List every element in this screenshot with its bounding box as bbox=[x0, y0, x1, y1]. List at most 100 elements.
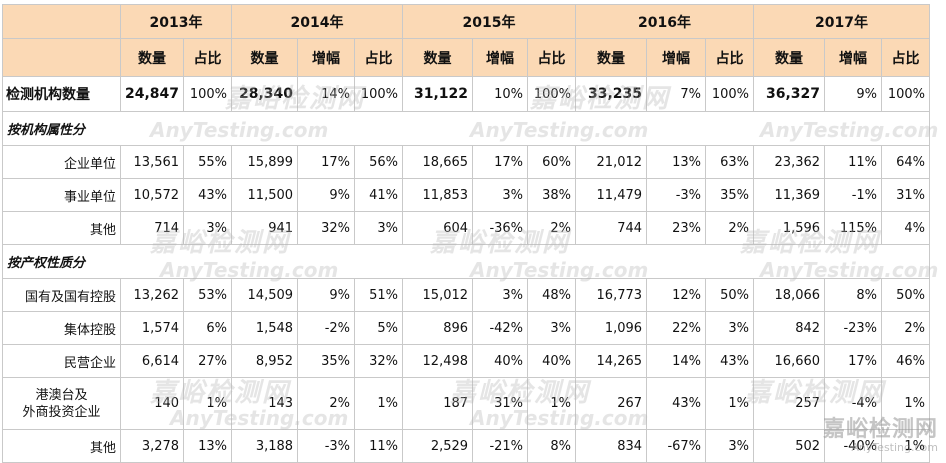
corner-cell bbox=[2, 4, 121, 39]
ratio-cell: 3% bbox=[527, 311, 577, 345]
count-cell: 28,340 bbox=[231, 76, 299, 112]
count-cell: 11,500 bbox=[231, 178, 299, 212]
ratio-cell: 4% bbox=[881, 211, 931, 245]
growth-cell: 9% bbox=[297, 178, 356, 212]
count-cell: 14,509 bbox=[231, 278, 299, 312]
ratio-cell: 3% bbox=[705, 429, 755, 463]
growth-cell: 14% bbox=[297, 76, 356, 112]
table-row: 其他 3,278 13% 3,188 -3% 11% 2,529 -21% 8% 834 -67% 3… bbox=[2, 429, 931, 463]
ratio-cell: 56% bbox=[354, 145, 404, 179]
row-label: 检测机构数量 bbox=[2, 76, 121, 112]
col-header-growth: 增幅 bbox=[297, 38, 356, 77]
count-cell: 257 bbox=[753, 377, 826, 430]
growth-cell: 8% bbox=[824, 278, 883, 312]
count-cell: 18,665 bbox=[402, 145, 474, 179]
ratio-cell: 5% bbox=[354, 311, 404, 345]
ratio-cell: 2% bbox=[881, 311, 931, 345]
col-header-growth: 增幅 bbox=[472, 38, 529, 77]
row-label: 事业单位 bbox=[2, 178, 121, 212]
growth-cell: 3% bbox=[472, 178, 529, 212]
row-label: 国有及国有控股 bbox=[2, 278, 121, 312]
count-cell: 2,529 bbox=[402, 429, 474, 463]
growth-cell: 17% bbox=[472, 145, 529, 179]
row-label: 港澳台及 外商投资企业 bbox=[2, 377, 121, 430]
growth-cell: -1% bbox=[824, 178, 883, 212]
col-header-growth: 增幅 bbox=[646, 38, 707, 77]
col-header-count: 数量 bbox=[753, 38, 826, 77]
growth-cell: 40% bbox=[472, 344, 529, 378]
count-cell: 834 bbox=[575, 429, 648, 463]
count-cell: 140 bbox=[119, 377, 185, 430]
row-label-line: 外商投资企业 bbox=[22, 404, 101, 420]
count-cell: 14,265 bbox=[575, 344, 648, 378]
ratio-cell: 27% bbox=[183, 344, 233, 378]
metric-header-row: 数量 占比 数量 增幅 占比 数量 增幅 占比 数量 增幅 占比 数量 增幅 占… bbox=[2, 38, 931, 77]
growth-cell: 23% bbox=[646, 211, 707, 245]
section-header-row: 按产权性质分 bbox=[1, 244, 931, 279]
year-header-2015: 2015年 bbox=[402, 4, 577, 39]
ratio-cell: 1% bbox=[881, 429, 931, 463]
growth-cell: 10% bbox=[472, 76, 529, 112]
growth-cell: 115% bbox=[824, 211, 883, 245]
count-cell: 33,235 bbox=[575, 76, 648, 112]
growth-cell: -42% bbox=[472, 311, 529, 345]
count-cell: 23,362 bbox=[753, 145, 826, 179]
count-cell: 36,327 bbox=[753, 76, 826, 112]
count-cell: 21,012 bbox=[575, 145, 648, 179]
row-label: 民营企业 bbox=[2, 344, 121, 378]
count-cell: 143 bbox=[231, 377, 299, 430]
growth-cell: 2% bbox=[297, 377, 356, 430]
row-label: 企业单位 bbox=[2, 145, 121, 179]
table-row: 其他 714 3% 941 32% 3% 604 -36% 2% 744 23% 2% 1,596 115… bbox=[2, 211, 931, 245]
ratio-cell: 100% bbox=[527, 76, 577, 112]
count-cell: 502 bbox=[753, 429, 826, 463]
ratio-cell: 11% bbox=[354, 429, 404, 463]
corner-cell bbox=[2, 38, 121, 77]
growth-cell: -3% bbox=[646, 178, 707, 212]
table-row: 民营企业 6,614 27% 8,952 35% 32% 12,498 40% 40% 14,26… bbox=[2, 344, 931, 378]
watermark-logo: 嘉峪检测网 AnyTesting.com bbox=[823, 411, 938, 454]
growth-cell: -3% bbox=[297, 429, 356, 463]
growth-cell: 9% bbox=[297, 278, 356, 312]
col-header-growth: 增幅 bbox=[824, 38, 883, 77]
ratio-cell: 43% bbox=[183, 178, 233, 212]
ratio-cell: 100% bbox=[354, 76, 404, 112]
count-cell: 941 bbox=[231, 211, 299, 245]
watermark-logo-en: AnyTesting.com bbox=[851, 441, 938, 454]
count-cell: 1,096 bbox=[575, 311, 648, 345]
count-cell: 24,847 bbox=[119, 76, 185, 112]
col-header-count: 数量 bbox=[119, 38, 185, 77]
count-cell: 11,479 bbox=[575, 178, 648, 212]
growth-cell: 13% bbox=[646, 145, 707, 179]
ratio-cell: 3% bbox=[183, 211, 233, 245]
growth-cell: 31% bbox=[472, 377, 529, 430]
count-cell: 896 bbox=[402, 311, 474, 345]
ratio-cell: 3% bbox=[354, 211, 404, 245]
growth-cell: -67% bbox=[646, 429, 707, 463]
table-row: 企业单位 13,561 55% 15,899 17% 56% 18,665 17% 60% 21,… bbox=[2, 145, 931, 179]
row-label: 其他 bbox=[2, 211, 121, 245]
growth-cell: -21% bbox=[472, 429, 529, 463]
ratio-cell: 41% bbox=[354, 178, 404, 212]
count-cell: 744 bbox=[575, 211, 648, 245]
growth-cell: 7% bbox=[646, 76, 707, 112]
count-cell: 187 bbox=[402, 377, 474, 430]
growth-cell: -23% bbox=[824, 311, 883, 345]
ratio-cell: 50% bbox=[705, 278, 755, 312]
year-header-2017: 2017年 bbox=[753, 4, 931, 39]
ratio-cell: 8% bbox=[527, 429, 577, 463]
ratio-cell: 50% bbox=[881, 278, 931, 312]
count-cell: 842 bbox=[753, 311, 826, 345]
growth-cell: 11% bbox=[824, 145, 883, 179]
section-title: 按产权性质分 bbox=[1, 244, 931, 279]
growth-cell: 43% bbox=[646, 377, 707, 430]
count-cell: 1,596 bbox=[753, 211, 826, 245]
count-cell: 11,369 bbox=[753, 178, 826, 212]
count-cell: 714 bbox=[119, 211, 185, 245]
ratio-cell: 1% bbox=[354, 377, 404, 430]
statistics-table: 2013年 2014年 2015年 2016年 2017年 数量 占比 数量 增… bbox=[1, 4, 931, 463]
ratio-cell: 51% bbox=[354, 278, 404, 312]
ratio-cell: 1% bbox=[705, 377, 755, 430]
count-cell: 267 bbox=[575, 377, 648, 430]
row-label-line: 港澳台及 bbox=[35, 387, 88, 403]
